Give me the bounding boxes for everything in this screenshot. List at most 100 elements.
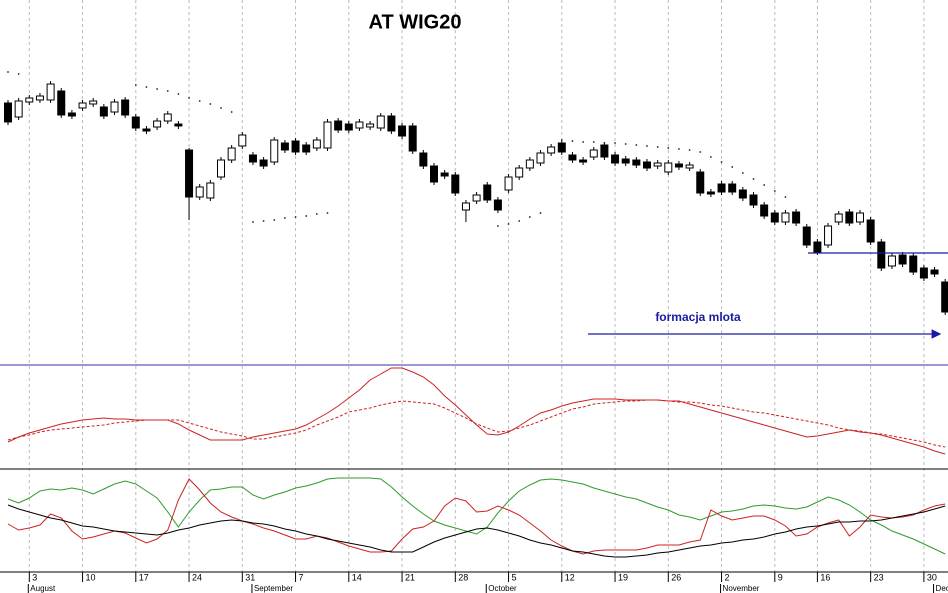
candle-body — [408, 125, 417, 152]
candle-body — [728, 183, 737, 193]
candle-body — [312, 139, 321, 149]
candle-body — [121, 99, 130, 116]
candle-body — [78, 102, 87, 109]
envelope-dot — [220, 107, 222, 109]
x-tick-label: 24 — [192, 572, 202, 582]
indicator-line — [7, 478, 946, 555]
envelope-dot — [188, 97, 190, 99]
candle-body — [206, 182, 215, 199]
envelope-dot — [326, 212, 329, 214]
candle-body — [25, 97, 34, 103]
envelope-dot — [134, 84, 137, 86]
envelope-dot — [560, 139, 563, 141]
candle-body — [685, 164, 694, 169]
candle-body — [664, 162, 673, 173]
plot-area — [4, 71, 948, 558]
candle-body — [185, 149, 194, 198]
candle-body — [131, 116, 140, 129]
x-tick-label: 21 — [405, 572, 415, 582]
envelope-dot — [731, 166, 734, 168]
candle-body — [99, 106, 108, 117]
candle-body — [227, 147, 236, 161]
candle-body — [515, 167, 524, 178]
candle-body — [547, 146, 556, 154]
envelope-dot — [656, 146, 659, 148]
envelope-dot — [145, 86, 148, 88]
x-tick-label: 14 — [352, 572, 362, 582]
candle-body — [760, 204, 769, 217]
candle-body — [248, 154, 257, 163]
candle-body — [238, 134, 247, 147]
envelope-dot — [773, 190, 776, 192]
candle-body — [930, 269, 939, 275]
candle-body — [451, 174, 460, 194]
candle-body — [110, 101, 119, 113]
envelope-dot — [710, 156, 712, 158]
envelope-dot — [230, 111, 233, 113]
envelope-dot — [209, 103, 212, 105]
x-tick-label: 10 — [86, 572, 96, 582]
annotation: formacja mlota — [655, 310, 741, 324]
candle-body — [35, 95, 44, 101]
candle-body — [802, 226, 811, 246]
month-label: November — [723, 584, 760, 593]
candle-body — [887, 255, 896, 267]
candle-body — [738, 189, 747, 199]
x-tick-label: 19 — [618, 572, 628, 582]
candle-body — [696, 171, 705, 194]
indicator-line — [7, 477, 946, 555]
envelope-dot — [284, 217, 286, 219]
candle-body — [866, 219, 875, 243]
candle-body — [611, 154, 620, 164]
candle-body — [280, 142, 289, 151]
candle-body — [344, 123, 353, 131]
candle-body — [834, 213, 843, 223]
month-label: September — [254, 584, 293, 593]
month-label: August — [30, 584, 56, 593]
x-tick-label: 31 — [245, 572, 255, 582]
envelope-dot — [315, 213, 318, 215]
candle-body — [387, 115, 396, 132]
candle-body — [291, 140, 300, 153]
envelope-dot — [273, 219, 276, 221]
candle-body — [419, 152, 428, 167]
candle-body — [46, 83, 55, 101]
envelope-dot — [571, 140, 574, 142]
envelope-dot — [646, 145, 648, 147]
candle-body — [355, 121, 364, 129]
envelope-dot — [305, 215, 308, 217]
envelope-dot — [294, 216, 297, 218]
x-tick-label: 3 — [32, 572, 37, 582]
candle-body — [589, 149, 598, 158]
envelope-dot — [198, 100, 201, 102]
x-tick-label: 28 — [458, 572, 468, 582]
x-tick-label: 26 — [671, 572, 681, 582]
candle-body — [89, 100, 98, 105]
x-tick-label: 7 — [299, 572, 304, 582]
candle-body — [781, 212, 790, 223]
envelope-dot — [763, 184, 766, 186]
envelope-dot — [720, 161, 723, 163]
envelope-dot — [262, 220, 265, 222]
x-tick-label: 9 — [778, 572, 783, 582]
candle-body — [259, 159, 268, 167]
envelope-dot — [624, 143, 627, 145]
envelope-dot — [582, 141, 584, 143]
candle-body — [579, 159, 588, 163]
candle-body — [941, 281, 948, 313]
indicator-line — [7, 367, 946, 455]
candle-body — [472, 194, 481, 202]
candle-body — [334, 120, 343, 131]
candle-body — [142, 128, 151, 132]
candle-body — [632, 159, 641, 166]
candle-body — [824, 225, 833, 246]
candle-body — [323, 121, 332, 149]
candle-body — [483, 184, 492, 201]
candle-body — [792, 211, 801, 224]
candle-body — [909, 255, 918, 273]
candle-body — [153, 120, 162, 128]
envelope-dot — [635, 144, 638, 146]
candle-body — [302, 144, 311, 153]
